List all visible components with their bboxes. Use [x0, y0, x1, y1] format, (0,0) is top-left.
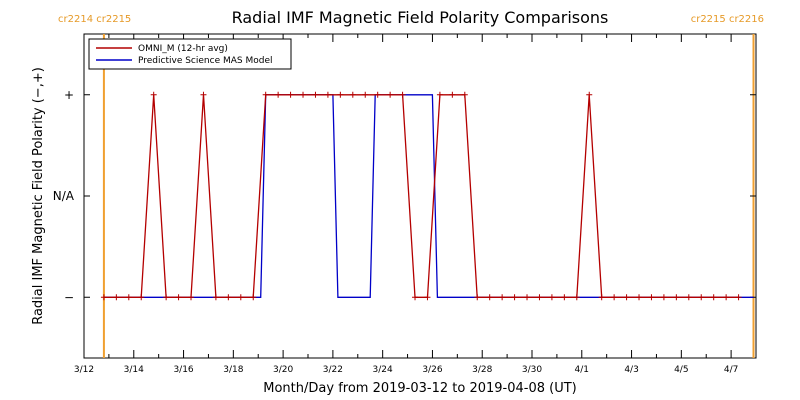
series-0-point-25: [412, 294, 419, 301]
series-0-point-43: [636, 294, 643, 301]
series-0-point-3: [138, 294, 145, 301]
series-0-point-11: [237, 294, 244, 301]
y-tick-label-1: N/A: [53, 189, 75, 203]
series-0-point-21: [362, 91, 369, 98]
series-0-point-51: [735, 294, 742, 301]
x-tick-label-8: 3/28: [472, 365, 492, 375]
series-0-point-37: [561, 294, 568, 301]
series-0-point-18: [324, 91, 331, 98]
y-tick-label-0: +: [64, 88, 74, 102]
x-tick-label-3: 3/18: [223, 365, 243, 375]
x-tick-label-1: 3/14: [124, 365, 144, 375]
x-tick-label-13: 4/7: [724, 365, 738, 375]
series-0-point-42: [623, 294, 630, 301]
series-0-point-36: [548, 294, 555, 301]
series-0-point-4: [150, 91, 157, 98]
rotation-label-0: cr2214 cr2215: [58, 14, 131, 25]
series-0-point-8: [200, 91, 207, 98]
legend-label-omni: OMNI_M (12-hr avg): [138, 44, 228, 54]
series-0-point-44: [648, 294, 655, 301]
legend-box: [88, 38, 292, 70]
series-0-point-39: [586, 91, 593, 98]
series-0-point-17: [312, 91, 319, 98]
series-0-point-19: [337, 91, 344, 98]
series-0-point-2: [125, 294, 132, 301]
chart-title: Radial IMF Magnetic Field Polarity Compa…: [232, 8, 609, 27]
series-layer: [100, 91, 754, 301]
y-axis-label: Radial IMF Magnetic Field Polarity (−,+): [31, 67, 46, 325]
series-0-point-27: [436, 91, 443, 98]
series-0-point-5: [163, 294, 170, 301]
x-axis-ticks: 3/12 3/14 3/16 3/18 3/20 3/22 3/24 3/26 3/28 3/30…: [74, 34, 757, 375]
series-0-point-12: [250, 294, 257, 301]
series-0-point-46: [673, 294, 680, 301]
x-tick-label-9: 3/30: [522, 365, 542, 375]
x-tick-label-12: 4/5: [674, 365, 688, 375]
series-0-point-13: [262, 91, 269, 98]
series-0-point-22: [374, 91, 381, 98]
series-0-point-45: [660, 294, 667, 301]
series-0-point-6: [175, 294, 182, 301]
series-0-point-24: [399, 91, 406, 98]
series-0-point-29: [461, 91, 468, 98]
series-0-point-14: [275, 91, 282, 98]
series-0-point-41: [611, 294, 618, 301]
series-0-point-38: [573, 294, 580, 301]
series-0-point-31: [486, 294, 493, 301]
series-0-point-32: [499, 294, 506, 301]
x-tick-label-7: 3/26: [422, 365, 442, 375]
x-tick-label-2: 3/16: [173, 365, 193, 375]
x-tick-label-11: 4/3: [624, 365, 638, 375]
series-0-point-7: [188, 294, 195, 301]
series-0-point-28: [449, 91, 456, 98]
x-tick-label-10: 4/1: [575, 365, 589, 375]
series-0-point-16: [300, 91, 307, 98]
y-tick-label-2: −: [64, 290, 74, 304]
series-0-point-34: [524, 294, 531, 301]
series-0-point-47: [685, 294, 692, 301]
series-line-1: [103, 94, 754, 298]
series-0-point-0: [100, 294, 107, 301]
series-0-point-26: [424, 294, 431, 301]
series-0-point-48: [698, 294, 705, 301]
series-0-point-1: [113, 294, 120, 301]
series-0-point-33: [511, 294, 518, 301]
x-tick-label-5: 3/22: [323, 365, 343, 375]
rotation-label-1: cr2215 cr2216: [691, 14, 764, 25]
x-axis-label: Month/Day from 2019-03-12 to 2019-04-08 …: [263, 381, 576, 396]
series-0-point-20: [349, 91, 356, 98]
series-0-point-30: [474, 294, 481, 301]
series-0-point-35: [536, 294, 543, 301]
series-0-point-23: [387, 91, 394, 98]
x-tick-label-0: 3/12: [74, 365, 94, 375]
series-0-point-9: [212, 294, 219, 301]
series-0-point-15: [287, 91, 294, 98]
series-0-point-10: [225, 294, 232, 301]
legend-label-mas: Predictive Science MAS Model: [138, 56, 273, 66]
x-tick-label-4: 3/20: [273, 365, 293, 375]
series-0-point-49: [710, 294, 717, 301]
series-0-point-40: [598, 294, 605, 301]
plot-frame: [83, 33, 757, 359]
series-line-0: [103, 94, 739, 298]
x-tick-label-6: 3/24: [373, 365, 393, 375]
series-0-point-50: [723, 294, 730, 301]
legend: OMNI_M (12-hr avg) Predictive Science MA…: [88, 38, 292, 70]
